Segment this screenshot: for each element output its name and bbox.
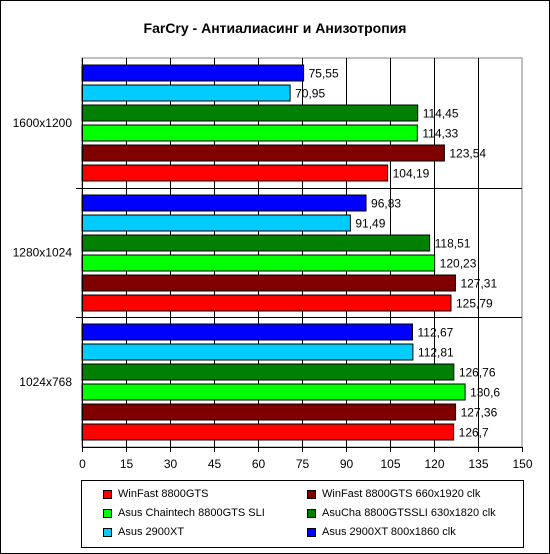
legend-item: AsuCha 8800GTSSLI 630x1820 clk bbox=[307, 504, 496, 522]
bar bbox=[81, 363, 455, 381]
legend-item: Asus 2900XT bbox=[103, 523, 184, 541]
legend-swatch bbox=[307, 527, 316, 537]
bar bbox=[81, 423, 455, 441]
bar bbox=[81, 274, 456, 292]
bar bbox=[81, 323, 413, 341]
x-tick-label: 30 bbox=[164, 457, 178, 471]
bar bbox=[81, 194, 367, 212]
bar bbox=[81, 144, 445, 162]
legend-label: Asus Chaintech 8800GTS SLI bbox=[118, 507, 265, 519]
data-label: 126,7 bbox=[459, 426, 489, 440]
legend-swatch bbox=[103, 489, 112, 499]
category-label: 1600x1200 bbox=[13, 116, 73, 130]
bar bbox=[81, 214, 351, 232]
bar bbox=[81, 104, 419, 122]
bar bbox=[81, 234, 431, 252]
legend-swatch bbox=[307, 489, 316, 499]
legend-swatch bbox=[103, 527, 112, 537]
legend-item: Asus 2900XT 800x1860 clk bbox=[307, 523, 456, 541]
x-tick-label: 45 bbox=[208, 457, 222, 471]
data-label: 104,19 bbox=[393, 167, 430, 181]
data-label: 127,36 bbox=[461, 406, 498, 420]
legend-swatch bbox=[103, 508, 112, 518]
bar bbox=[81, 254, 436, 272]
data-label: 114,45 bbox=[423, 107, 459, 121]
bar bbox=[81, 124, 418, 142]
legend-item: Asus Chaintech 8800GTS SLI bbox=[103, 504, 265, 522]
bar bbox=[81, 64, 305, 82]
data-label: 70,95 bbox=[295, 87, 325, 101]
x-tick-label: 75 bbox=[296, 457, 310, 471]
category-label: 1280x1024 bbox=[13, 246, 73, 260]
bar bbox=[81, 84, 291, 102]
x-tick-label: 105 bbox=[380, 457, 400, 471]
legend-item: WinFast 8800GTS 660x1920 clk bbox=[307, 485, 480, 503]
legend-item: WinFast 8800GTS bbox=[103, 485, 208, 503]
x-tick-label: 120 bbox=[424, 457, 444, 471]
bar bbox=[81, 343, 414, 361]
legend: WinFast 8800GTS WinFast 8800GTS 660x1920 … bbox=[81, 480, 524, 548]
bar bbox=[81, 294, 452, 312]
data-label: 112,81 bbox=[418, 346, 454, 360]
legend-label: Asus 2900XT 800x1860 clk bbox=[322, 526, 456, 538]
legend-label: AsuCha 8800GTSSLI 630x1820 clk bbox=[322, 507, 496, 519]
bar bbox=[81, 403, 457, 421]
x-tick-label: 0 bbox=[79, 457, 86, 471]
chart-title: FarCry - Антиалиасинг и Анизотропия bbox=[143, 20, 407, 36]
legend-label: WinFast 8800GTS bbox=[118, 488, 209, 500]
data-label: 112,67 bbox=[417, 326, 453, 340]
data-label: 130,6 bbox=[470, 386, 500, 400]
data-label: 118,51 bbox=[435, 237, 471, 251]
bar bbox=[81, 383, 466, 401]
x-tick-label: 60 bbox=[252, 457, 266, 471]
data-label: 96,83 bbox=[371, 197, 401, 211]
data-label: 75,55 bbox=[309, 67, 339, 81]
x-tick-label: 150 bbox=[512, 457, 532, 471]
legend-swatch bbox=[307, 508, 316, 518]
legend-label: WinFast 8800GTS 660x1920 clk bbox=[322, 488, 481, 500]
data-label: 125,79 bbox=[456, 297, 493, 311]
bar bbox=[81, 164, 389, 182]
x-tick-label: 15 bbox=[120, 457, 134, 471]
x-tick-label: 90 bbox=[340, 457, 354, 471]
data-label: 127,31 bbox=[460, 277, 497, 291]
data-label: 126,76 bbox=[459, 366, 496, 380]
legend-label: Asus 2900XT bbox=[118, 526, 185, 538]
x-tick-label: 135 bbox=[468, 457, 488, 471]
data-label: 114,33 bbox=[422, 127, 458, 141]
category-label: 1024x768 bbox=[19, 375, 72, 389]
data-label: 91,49 bbox=[355, 217, 385, 231]
data-label: 123,54 bbox=[449, 147, 486, 161]
data-label: 120,23 bbox=[440, 257, 477, 271]
